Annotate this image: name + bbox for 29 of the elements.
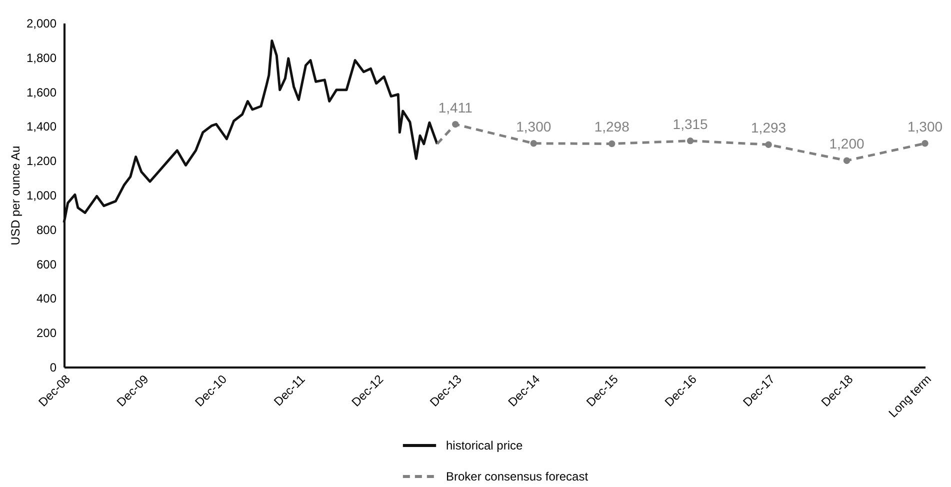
y-tick-label: 1,400: [26, 120, 57, 134]
point: [452, 120, 459, 128]
y-tick-label: 0: [50, 360, 57, 374]
data-label: 1,411: [438, 99, 473, 116]
data-label: 1,298: [594, 118, 630, 135]
y-tick-label: 1,600: [26, 85, 57, 100]
data-label: 1,293: [751, 120, 786, 136]
y-tick-label: 1,200: [26, 154, 57, 168]
data-label: 1,300: [907, 118, 943, 134]
y-tick-label: 400: [36, 292, 57, 306]
point: [686, 137, 694, 144]
data-label: 1,315: [672, 116, 708, 132]
point: [922, 140, 928, 147]
line-series: [62, 39, 438, 224]
y-tick-label: 600: [36, 257, 57, 272]
y-tick-label: 200: [36, 326, 57, 340]
y-axis-title: USD per ounce Au: [8, 146, 22, 246]
point: [843, 157, 850, 164]
y-tick-label: 1,800: [26, 50, 57, 65]
y-tick-label: 800: [36, 222, 57, 237]
legend-label: historical price: [446, 438, 524, 452]
point: [608, 140, 616, 148]
y-tick-label: 1,000: [26, 188, 57, 202]
point: [530, 140, 537, 147]
legend-label: Broker consensus forecast: [446, 470, 589, 484]
y-tick-label: 2,000: [26, 16, 57, 30]
point: [765, 141, 772, 148]
data-label: 1,300: [516, 118, 552, 134]
data-label: 1,200: [829, 136, 864, 152]
